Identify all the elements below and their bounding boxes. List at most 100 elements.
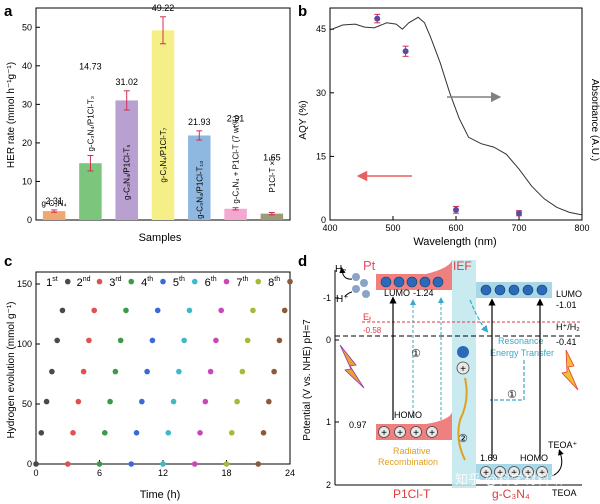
- lumo-left-electron: [380, 276, 392, 288]
- panel-c-point: [250, 307, 256, 314]
- lumo-right-label: LUMO: [556, 289, 582, 299]
- panel-c-point: [223, 278, 230, 285]
- panel-c-point: [255, 461, 262, 467]
- panel-c-point: [186, 307, 193, 314]
- h-couple-label: H⁺/H₂: [556, 322, 580, 332]
- panel-a-bar: [115, 100, 138, 220]
- lumo-right-electron: [480, 284, 492, 296]
- homo-right-hole: [494, 466, 506, 478]
- panel-c-point: [139, 398, 145, 405]
- panel-c-cycle-label: 7th: [236, 276, 248, 289]
- step1-right: ①: [507, 389, 517, 401]
- panel-c-point: [213, 337, 219, 344]
- panel-a-sample-label: g-C₃N₄ + P1Cl-T (7 wt%): [232, 115, 241, 204]
- panel-c-point: [160, 278, 166, 285]
- panel-a-ytick-label: 0: [27, 215, 32, 225]
- panel-a-xlabel: Samples: [139, 232, 182, 244]
- homo-right-hole-sign: +: [497, 468, 503, 479]
- panel-c-point: [260, 430, 267, 436]
- homo-left-hole: [410, 426, 422, 438]
- panel-a-letter: a: [4, 3, 13, 20]
- panel-a-ytick-label: 10: [22, 176, 32, 186]
- pt-label: Pt: [363, 258, 376, 273]
- panel-a-sample-label: g-C₃N₄/P1Cl-T₃: [86, 96, 95, 152]
- panel-a-bar: [79, 163, 102, 220]
- panel-c-point: [117, 337, 124, 344]
- panel-c-point: [223, 461, 230, 467]
- panel-c-xlabel: Time (h): [140, 489, 181, 501]
- panel-c-ylabel: Hydrogen evolution (mmol g⁻¹): [6, 302, 17, 439]
- panel-a-bar: [260, 213, 284, 220]
- lumo-left-electron: [432, 276, 444, 288]
- homo-left-hole: [426, 426, 438, 438]
- panel-d-ytick-label: 0: [326, 335, 331, 345]
- panel-b-xtick-label: 700: [511, 223, 526, 233]
- panel-c-point: [287, 278, 293, 285]
- panel-c-point: [154, 307, 161, 314]
- lightning-right-icon: [561, 349, 579, 391]
- panel-c-point: [239, 368, 246, 375]
- energy-transfer-label: Energy Transfer: [490, 348, 554, 358]
- h2-label: H₂: [335, 264, 346, 275]
- panel-c-point: [165, 430, 172, 436]
- panel-a-value-label: 1.65: [263, 152, 281, 162]
- panel-a-bar-chart: Samples HER rate (mmol h⁻¹g⁻¹) 0 10 20 30 40…: [6, 3, 291, 244]
- panel-c-point: [91, 307, 98, 314]
- panel-b-ytick-label: 45: [316, 24, 326, 34]
- svg-text:+: +: [460, 364, 466, 375]
- panel-a-bar: [151, 30, 175, 221]
- panel-c-point: [160, 461, 166, 467]
- panel-c-point: [107, 398, 113, 405]
- panel-d-letter: d: [298, 253, 307, 270]
- panel-c-point: [64, 461, 71, 467]
- c3n4-label: g-C₃N₄: [492, 487, 530, 501]
- panel-d-ytick-label: 1: [326, 417, 331, 427]
- homo-right-hole: [480, 466, 492, 478]
- hplus-label: H⁺: [336, 294, 349, 305]
- panel-a-ytick-label: 20: [22, 138, 32, 148]
- panel-c-point: [33, 461, 39, 467]
- panel-c-scatter-chart: Time (h) Hydrogen evolution (mmol g⁻¹) 0…: [6, 271, 295, 501]
- panel-c-point: [149, 337, 156, 344]
- lumo-right-electron: [522, 284, 534, 296]
- panel-b-ytick-label: 30: [316, 88, 326, 98]
- watermark-text: 知乎 @科学材料站: [455, 472, 563, 487]
- panel-c-cycle-label: 6th: [205, 276, 217, 289]
- teoa-label: TEOA: [552, 488, 577, 498]
- panel-c-xtick-label: 18: [221, 468, 231, 478]
- panel-b-xtick-label: 600: [448, 223, 463, 233]
- ef-value: -0.58: [363, 326, 382, 335]
- panel-c-point: [123, 307, 129, 314]
- panel-c-point: [75, 398, 82, 405]
- panel-c-point: [255, 278, 262, 285]
- pt-particles: [352, 273, 370, 298]
- panel-b-aqy-point: [374, 15, 381, 22]
- homo-right-hole-sign: +: [511, 468, 517, 479]
- panel-c-xtick-label: 24: [285, 468, 295, 478]
- panel-c-point: [202, 398, 209, 405]
- panel-c-point: [191, 278, 198, 285]
- panel-b-xtick-label: 500: [385, 223, 400, 233]
- panel-c-cycle-label: 5th: [173, 276, 185, 289]
- panel-c-point: [86, 337, 92, 344]
- panel-a-sample-label: g-C₃N₄: [42, 199, 67, 208]
- panel-c-point: [170, 398, 177, 405]
- panel-a-value-label: 21.93: [188, 117, 211, 127]
- panel-c-point: [244, 337, 251, 344]
- panel-c-point: [96, 461, 103, 467]
- panel-c-point: [266, 398, 272, 405]
- lumo-left-label: LUMO: [384, 288, 410, 298]
- homo-right-hole: [508, 466, 520, 478]
- homo-right-hole-sign: +: [539, 468, 545, 479]
- homo-right-hole: [536, 466, 548, 478]
- homo-left-hole: [378, 426, 390, 438]
- panel-c-point: [101, 430, 108, 436]
- panel-c-ytick-label: 150: [17, 279, 32, 289]
- panel-a-bar: [42, 211, 66, 220]
- p1clt-homo-band: [376, 424, 442, 440]
- panel-c-point: [64, 278, 71, 285]
- panel-a-sample-label: P1Cl-T ×5: [268, 156, 277, 193]
- radiative-label: Radiative: [393, 446, 431, 456]
- panel-a-value-label: 49.22: [152, 3, 175, 13]
